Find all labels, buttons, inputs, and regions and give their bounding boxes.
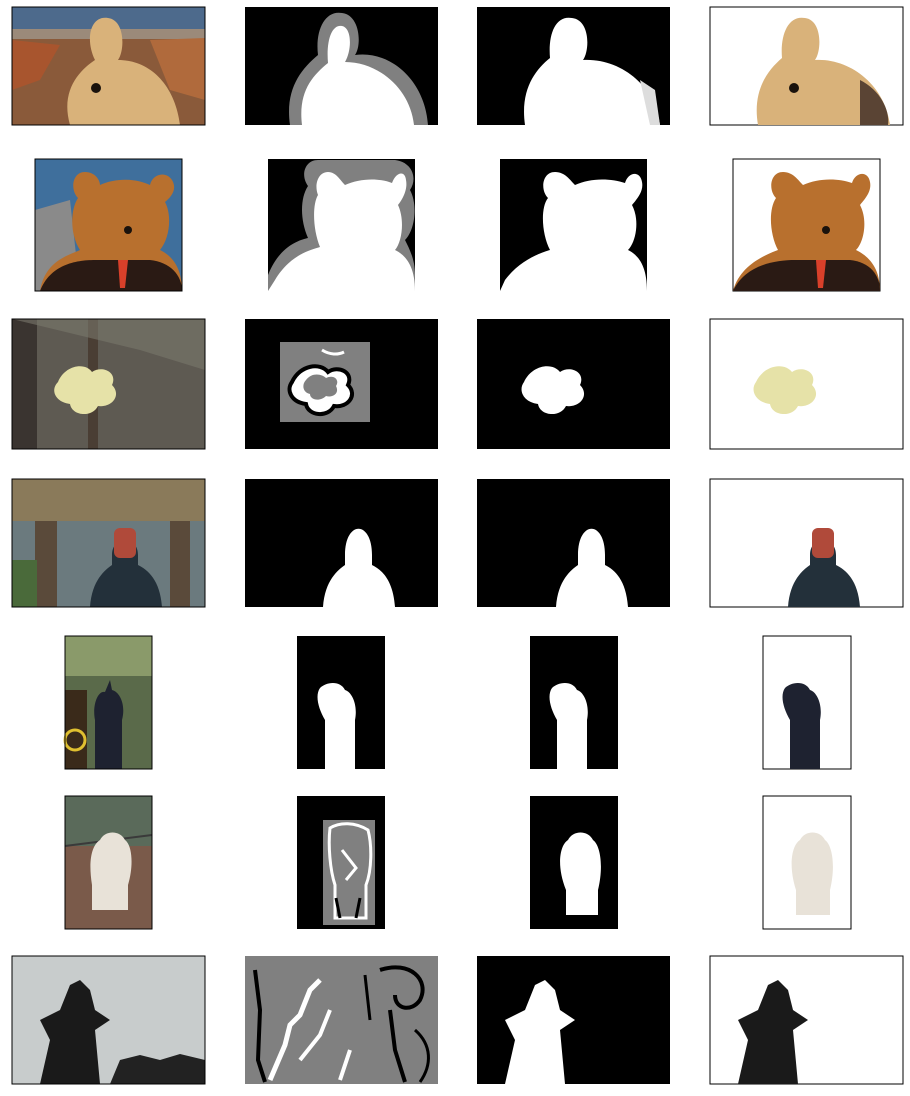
composite-on-white [732, 158, 881, 292]
composite-on-white [709, 955, 904, 1085]
predicted-alpha [477, 956, 670, 1084]
input-image [11, 318, 206, 450]
input-image [11, 6, 206, 126]
input-image [11, 955, 206, 1085]
row-teddy-bear [34, 158, 881, 292]
input-image [11, 478, 206, 608]
trimap [297, 636, 385, 769]
input-image [63, 635, 153, 770]
trimap [268, 159, 415, 291]
trimap [245, 319, 438, 449]
predicted-alpha [477, 319, 670, 449]
row-flower [11, 318, 904, 450]
row-dog [64, 795, 852, 930]
composite-on-white [709, 478, 904, 608]
predicted-alpha [500, 159, 647, 291]
input-image [64, 795, 153, 930]
predicted-alpha [530, 636, 618, 769]
composite-on-white [762, 635, 852, 770]
row-photographer [63, 635, 852, 770]
row-bunny [11, 6, 904, 126]
row-pagoda [11, 955, 904, 1085]
trimap [245, 479, 438, 607]
predicted-alpha [530, 796, 618, 929]
predicted-alpha [477, 479, 670, 607]
trimap [245, 956, 438, 1084]
composite-on-white [709, 6, 904, 126]
predicted-alpha [477, 7, 670, 125]
composite-on-white [762, 795, 852, 930]
row-masked-person [11, 478, 904, 608]
input-image [34, 158, 183, 292]
composite-on-white [709, 318, 904, 450]
trimap [245, 7, 438, 126]
trimap [297, 796, 385, 929]
